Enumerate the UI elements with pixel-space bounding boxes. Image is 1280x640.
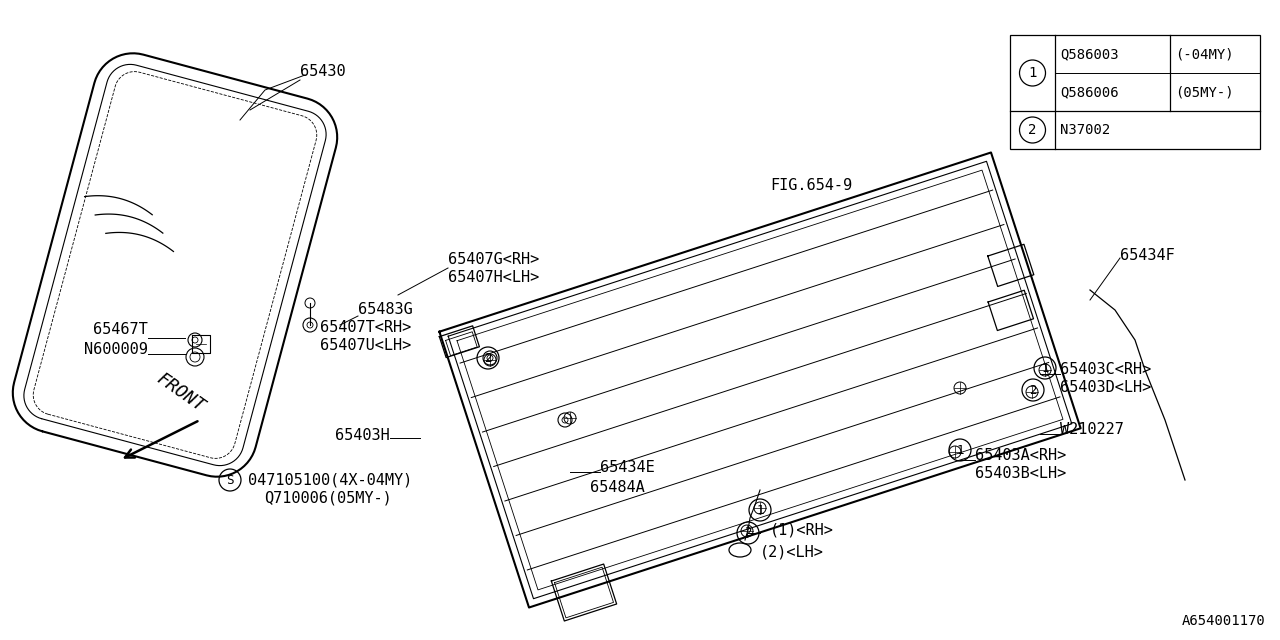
- Text: 65434F: 65434F: [1120, 248, 1175, 262]
- Text: 2: 2: [1029, 383, 1037, 397]
- Text: 65403H: 65403H: [335, 428, 390, 442]
- Text: N600009: N600009: [84, 342, 148, 358]
- Text: 65403C<RH>: 65403C<RH>: [1060, 362, 1151, 378]
- Text: 65483G: 65483G: [358, 303, 412, 317]
- Text: W210227: W210227: [1060, 422, 1124, 438]
- Text: Q586003: Q586003: [1060, 47, 1119, 61]
- Text: (1)<RH>: (1)<RH>: [771, 522, 833, 538]
- Text: Q586006: Q586006: [1060, 85, 1119, 99]
- Text: A654001170: A654001170: [1181, 614, 1265, 628]
- Text: N37002: N37002: [1060, 123, 1110, 137]
- Text: 65403D<LH>: 65403D<LH>: [1060, 381, 1151, 396]
- Text: Q710006(05MY-): Q710006(05MY-): [264, 490, 392, 506]
- Text: 2: 2: [744, 527, 751, 540]
- Text: 65467T: 65467T: [93, 323, 148, 337]
- Text: 65434E: 65434E: [600, 461, 655, 476]
- Text: 65403A<RH>: 65403A<RH>: [975, 449, 1066, 463]
- Text: 1: 1: [1028, 66, 1037, 80]
- Text: 1: 1: [756, 504, 764, 516]
- Text: (-04MY): (-04MY): [1175, 47, 1234, 61]
- Text: 2: 2: [484, 351, 492, 365]
- Text: 047105100(4X-04MY): 047105100(4X-04MY): [248, 472, 412, 488]
- Text: FRONT: FRONT: [152, 369, 207, 415]
- Text: S: S: [227, 474, 234, 486]
- Text: 65403B<LH>: 65403B<LH>: [975, 467, 1066, 481]
- Text: 65407U<LH>: 65407U<LH>: [320, 339, 411, 353]
- Text: (05MY-): (05MY-): [1175, 85, 1234, 99]
- Text: 1: 1: [956, 444, 964, 456]
- Text: 65407H<LH>: 65407H<LH>: [448, 271, 539, 285]
- Text: 65407G<RH>: 65407G<RH>: [448, 253, 539, 268]
- Text: FIG.654-9: FIG.654-9: [771, 177, 852, 193]
- Text: 65430: 65430: [300, 65, 346, 79]
- Bar: [1010, 35, 1260, 149]
- Text: 1: 1: [1041, 362, 1048, 374]
- Text: 2: 2: [1028, 123, 1037, 137]
- Text: 65484A: 65484A: [590, 479, 645, 495]
- Text: (2)<LH>: (2)<LH>: [760, 545, 824, 559]
- Text: 65407T<RH>: 65407T<RH>: [320, 321, 411, 335]
